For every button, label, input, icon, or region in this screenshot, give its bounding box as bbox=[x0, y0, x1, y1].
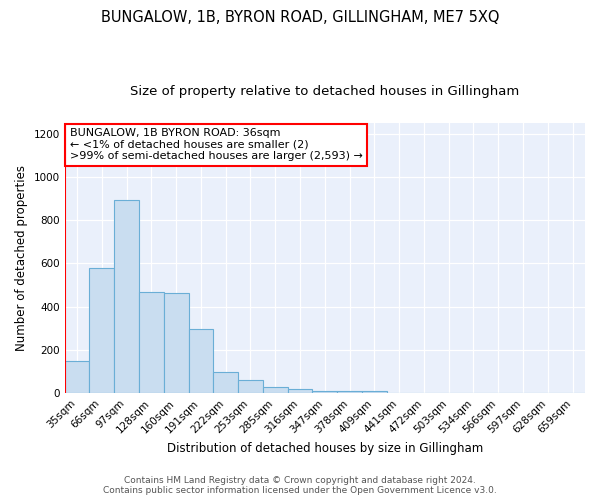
Bar bbox=[164, 292, 188, 394]
Bar bbox=[89, 268, 114, 394]
Bar bbox=[214, 372, 238, 394]
Text: Contains HM Land Registry data © Crown copyright and database right 2024.
Contai: Contains HM Land Registry data © Crown c… bbox=[103, 476, 497, 495]
Bar bbox=[65, 361, 89, 394]
Y-axis label: Number of detached properties: Number of detached properties bbox=[15, 165, 28, 351]
Text: BUNGALOW, 1B, BYRON ROAD, GILLINGHAM, ME7 5XQ: BUNGALOW, 1B, BYRON ROAD, GILLINGHAM, ME… bbox=[101, 10, 499, 25]
Bar bbox=[263, 388, 287, 394]
Bar bbox=[337, 391, 362, 394]
Bar bbox=[313, 390, 337, 394]
Title: Size of property relative to detached houses in Gillingham: Size of property relative to detached ho… bbox=[130, 85, 520, 98]
Bar bbox=[139, 292, 164, 394]
Bar bbox=[114, 200, 139, 394]
X-axis label: Distribution of detached houses by size in Gillingham: Distribution of detached houses by size … bbox=[167, 442, 483, 455]
Bar bbox=[238, 380, 263, 394]
Bar bbox=[188, 330, 214, 394]
Bar bbox=[362, 391, 387, 394]
Text: BUNGALOW, 1B BYRON ROAD: 36sqm
← <1% of detached houses are smaller (2)
>99% of : BUNGALOW, 1B BYRON ROAD: 36sqm ← <1% of … bbox=[70, 128, 363, 162]
Bar bbox=[287, 390, 313, 394]
